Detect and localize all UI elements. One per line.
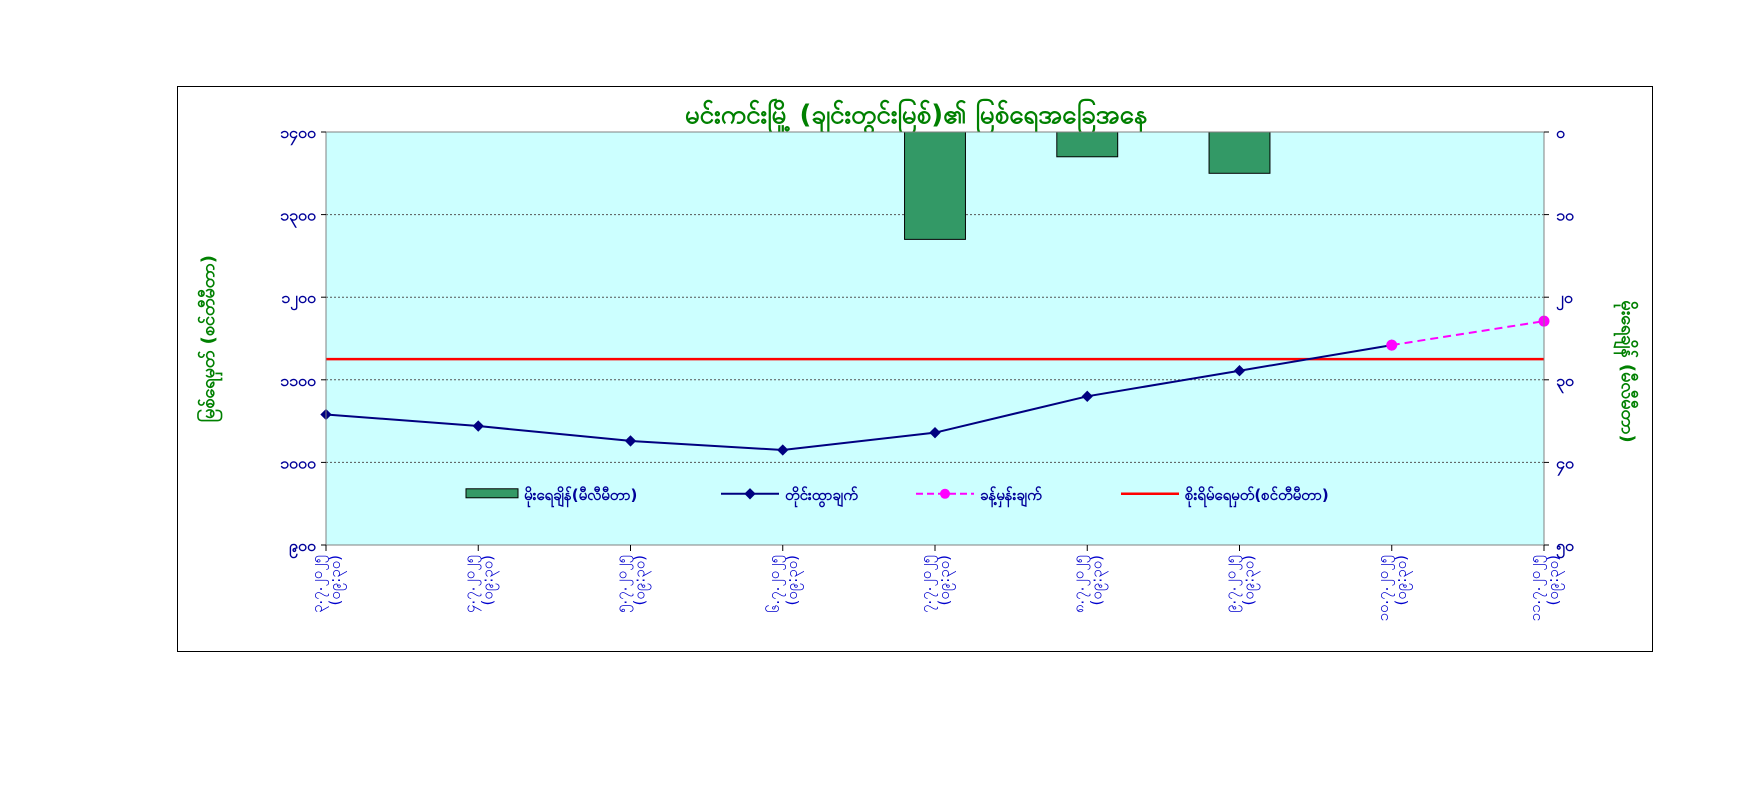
x-tick-time: (၀၉:၃၀) [1544,555,1565,606]
x-tick-date: ၈.၇.၂၀၂၅ [1069,555,1090,613]
x-tick-date: ၆.၇.၂၀၂၅ [765,555,786,613]
x-tick-date: ၁၁.၇.၂၀၂၅ [1526,555,1547,621]
chart-frame: မင်းကင်းမြို့ (ချင်းတွင်းမြစ်)၏ မြစ်ရေအခ… [177,86,1653,652]
y-axis-label-right: မိုးရေချိန် (မီလီမီတာ) [1613,300,1639,442]
measured-point [624,435,637,447]
x-tick-date: ၉.၇.၂၀၂၅ [1222,555,1243,613]
x-tick-time: (၀၉:၃၀) [1087,555,1108,606]
x-tick-label: ၈.၇.၂၀၂၅ (၀၉:၃၀) [1069,555,1108,613]
legend-label-alert: စိုးရိမ်ရေမှတ်(စင်တီမီတာ) [1185,485,1329,508]
left-tick-label: ၁၁၀၀ [280,371,316,390]
x-tick-time: (၀၉:၃၀) [1392,555,1413,606]
left-tick-label: ၁၂၀၀ [281,288,316,311]
legend-label-rainfall: မိုးရေချိန်(မီလီမီတာ) [524,485,637,508]
x-tick-label: ၆.၇.၂၀၂၅ (၀၉:၃၀) [765,555,804,613]
x-tick-label: ၇.၇.၂၀၂၅ (၀၉:၃၀) [917,555,956,613]
x-tick-label: ၅.၇.၂၀၂၅ (၀၉:၃၀) [613,555,652,613]
rainfall-bar [1208,131,1271,174]
x-tick-label: ၁၀.၇.၂၀၂၅ (၀၉:၃၀) [1374,555,1413,621]
legend-marker-forecast [940,488,950,499]
x-axis: ၃.၇.၂၀၂၅ (၀၉:၃၀) ၄.၇.၂၀၂၅ (၀၉:၃၀) ၅.၇.၂၀၂၅ (၀… [308,545,1565,621]
x-tick-time: (၀၉:၃၀) [326,555,347,606]
right-tick-label: ၅၀ [1556,536,1574,559]
measured-point [1233,365,1246,377]
x-tick-time: (၀၉:၃၀) [478,555,499,606]
left-tick-label: ၉၀၀ [289,536,316,559]
right-tick-label: ၁၀ [1556,206,1574,225]
left-tick-label: ၁၃၀၀ [280,206,316,229]
water-level-lines [320,315,1550,456]
measured-point [777,444,789,456]
legend-label-forecast: ခန့်မှန်းချက် [980,485,1042,508]
right-tick-label: ၄၀ [1556,453,1574,476]
right-tick-label: ၀ [1556,123,1565,142]
left-tick-label: ၁၄၀၀ [280,123,316,146]
rainfall-bars [904,131,1271,240]
measured-point [1081,390,1093,402]
rainfall-bar [1056,131,1119,158]
x-tick-time: (၀၉:၃၀) [631,555,652,606]
x-tick-date: ၄.၇.၂၀၂၅ [460,555,481,613]
x-tick-date: ၇.၇.၂၀၂၅ [917,555,938,613]
x-tick-date: ၅.၇.၂၀၂၅ [613,555,634,613]
legend-swatch-rainfall [465,488,519,499]
x-tick-time: (၀၉:၃၀) [1240,555,1261,606]
x-tick-date: ၃.၇.၂၀၂၅ [308,555,329,613]
measured-level-line [325,344,1392,452]
x-tick-label: ၉.၇.၂၀၂၅ (၀၉:၃၀) [1222,555,1261,613]
rainfall-bar [904,131,966,240]
y-axis-label-left: မြစ်ရေမှတ် (စင်တီမီတာ) [196,255,223,422]
legend-marker-measured [744,488,756,500]
measured-point [472,420,484,432]
legend: မိုးရေချိန်(မီလီမီတာ) တိုင်းထွာချက် ခန့်မှ… [465,485,1329,508]
x-tick-label: ၁၁.၇.၂၀၂၅ (၀၉:၃၀) [1526,555,1565,621]
x-tick-label: ၃.၇.၂၀၂၅ (၀၉:၃၀) [308,555,347,613]
x-tick-date: ၁၀.၇.၂၀၂၅ [1374,555,1395,621]
x-tick-label: ၄.၇.၂၀၂၅ (၀၉:၃၀) [460,555,499,613]
right-tick-label: ၂၀ [1556,288,1573,311]
forecast-point [1386,339,1398,351]
left-tick-label: ၁၀၀၀ [280,453,316,472]
chart-svg: မင်းကင်းမြို့ (ချင်းတွင်းမြစ်)၏ မြစ်ရေအခ… [196,97,1639,621]
chart-title: မင်းကင်းမြို့ (ချင်းတွင်းမြစ်)၏ မြစ်ရေအခ… [685,97,1147,136]
legend-label-measured: တိုင်းထွာချက် [785,485,858,508]
x-tick-time: (၀၉:၃၀) [935,555,956,606]
right-tick-label: ၃၀ [1556,371,1574,394]
measured-point [929,427,941,439]
x-tick-time: (၀၉:၃၀) [783,555,804,606]
